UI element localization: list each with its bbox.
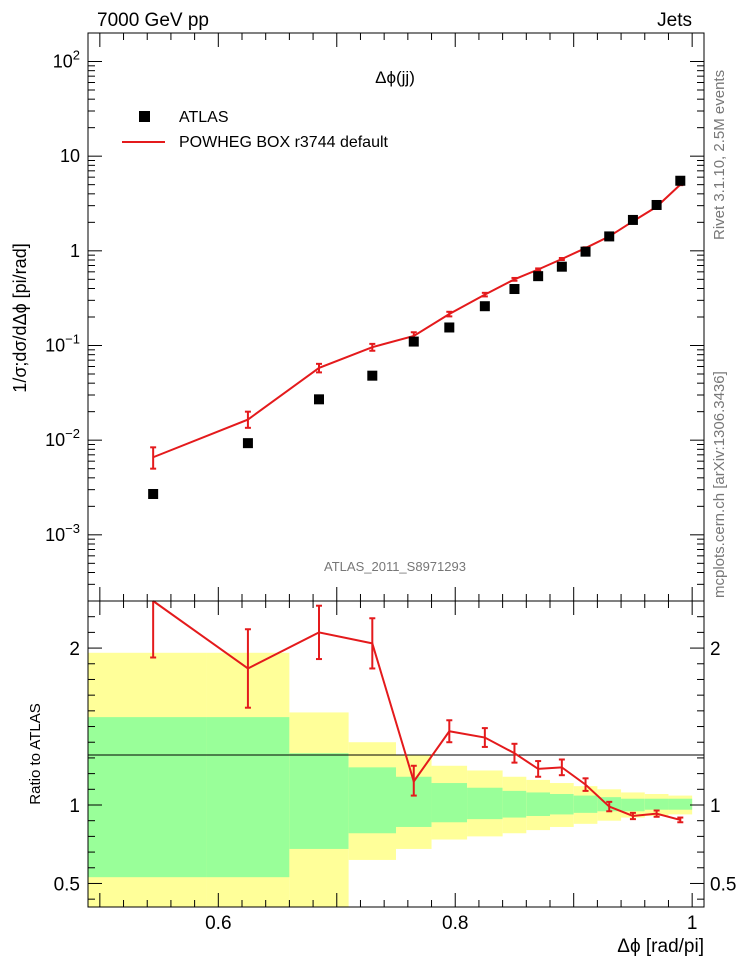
atlas-point [314, 394, 324, 405]
atlas-point [675, 175, 686, 186]
legend-label-powheg: POWHEG BOX r3744 default [179, 134, 389, 151]
main-y-tick-labels: 10−3 10−2 10−1 1 10 102 [45, 47, 80, 544]
green-band [668, 798, 693, 810]
legend: ATLAS POWHEG BOX r3744 default [122, 109, 389, 151]
analysis-label: ATLAS_2011_S8971293 [324, 559, 466, 574]
ratio-uncertainty-bands [88, 652, 693, 907]
legend-label-atlas: ATLAS [179, 109, 229, 126]
atlas-point [651, 199, 662, 210]
ratio-y-tick-label-right: 1 [710, 796, 721, 817]
x-tick-label: 0.6 [205, 913, 231, 934]
main-y-tick-label: 1 [70, 241, 80, 261]
atlas-point [444, 322, 455, 333]
main-y-tick-label: 102 [53, 47, 80, 71]
green-band [88, 717, 207, 878]
atlas-point [533, 271, 544, 282]
main-y-tick-label: 10−2 [45, 426, 80, 450]
legend-marker-atlas [139, 111, 150, 122]
x-tick-label: 0.8 [442, 913, 468, 934]
green-band [621, 798, 645, 812]
main-axis-ticks [88, 32, 704, 602]
chart-title: Δϕ(jj) [375, 68, 415, 87]
atlas-point [627, 214, 638, 225]
green-band [502, 790, 527, 818]
atlas-point [604, 231, 615, 242]
atlas-point [367, 370, 378, 381]
x-axis-label: Δϕ [rad/pi] [617, 936, 704, 957]
main-y-tick-label: 10 [60, 146, 80, 166]
ratio-frame [87, 600, 705, 908]
ratio-y-tick-label-right: 2 [710, 639, 721, 660]
header-right-label: Jets [657, 10, 692, 31]
green-band [289, 753, 349, 849]
atlas-point [479, 301, 490, 312]
main-y-tick-label: 10−3 [45, 521, 80, 545]
atlas-series [148, 175, 686, 499]
green-band [573, 795, 598, 813]
ratio-axis-ticks [88, 601, 704, 907]
rivet-version-label: Rivet 3.1.10, 2.5M events [711, 70, 728, 240]
green-band [206, 717, 290, 878]
x-tick-label: 1 [687, 913, 698, 934]
green-band [431, 783, 468, 823]
green-band [550, 794, 574, 815]
green-band [467, 787, 503, 820]
main-panel: 10−3 10−2 10−1 1 10 102 Δϕ(jj) ATLAS_2011_S89… [10, 32, 705, 602]
model-line [152, 183, 681, 459]
atlas-point [509, 284, 520, 295]
header-left-label: 7000 GeV pp [97, 10, 209, 31]
model-series [150, 183, 684, 470]
ratio-y-tick-label-left: 0.5 [54, 874, 80, 895]
atlas-point [408, 336, 419, 347]
green-band [348, 767, 396, 834]
ratio-y-tick-label-right: 0.5 [710, 874, 736, 895]
green-band [526, 792, 550, 816]
atlas-point [556, 261, 567, 272]
green-band [644, 798, 669, 810]
mcplots-source-label: mcplots.cern.ch [arXiv:1306.3436] [711, 371, 728, 598]
ratio-y-axis-label: Ratio to ATLAS [27, 703, 44, 804]
ratio-panel: 0.5 0.5 1 1 2 2 0.6 0.8 1 Ratio to ATLAS Δϕ [rad… [27, 600, 737, 957]
ratio-y-tick-label-left: 1 [69, 796, 80, 817]
ratio-y-tick-label-left: 2 [69, 639, 80, 660]
atlas-point [580, 246, 591, 257]
atlas-point [242, 438, 253, 449]
ratio-model-series [150, 600, 684, 824]
main-y-axis-label: 1/σ;dσ/dΔϕ [pi/rad] [10, 243, 30, 392]
main-y-tick-label: 10−1 [45, 331, 80, 355]
ratio-tick-labels: 0.5 0.5 1 1 2 2 0.6 0.8 1 [54, 639, 737, 934]
atlas-point [148, 488, 159, 499]
